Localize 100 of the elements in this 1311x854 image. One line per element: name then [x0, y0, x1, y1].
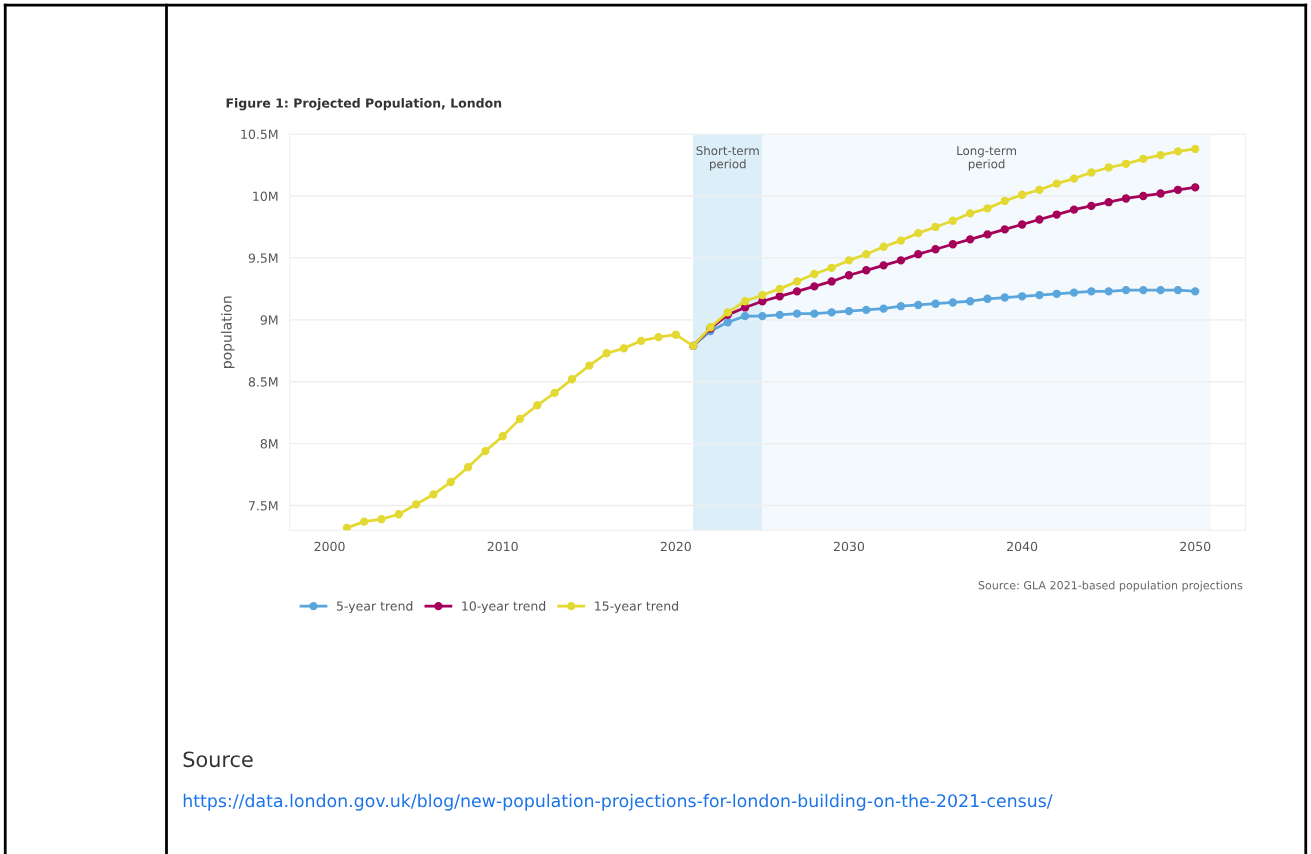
point	[533, 401, 542, 410]
point	[792, 277, 802, 286]
y-tick-label: 9M	[260, 315, 278, 325]
point	[1052, 289, 1061, 298]
point	[810, 282, 819, 291]
point	[1191, 287, 1200, 296]
point	[1000, 196, 1009, 206]
point	[360, 517, 369, 526]
point	[723, 318, 732, 327]
point	[1069, 174, 1079, 183]
point	[792, 309, 802, 318]
point	[1069, 288, 1079, 297]
point	[1104, 287, 1113, 296]
point	[619, 344, 629, 353]
point	[810, 309, 819, 318]
point	[914, 250, 923, 259]
point	[1139, 285, 1148, 295]
chart-title: Figure 1: Projected Population, London	[226, 98, 502, 111]
y-tick-label: 9.5M	[248, 253, 278, 263]
point	[844, 306, 854, 316]
point	[1087, 201, 1096, 211]
point	[1104, 198, 1113, 207]
point	[931, 299, 940, 308]
point	[1052, 179, 1061, 188]
point	[1017, 220, 1027, 229]
point	[1052, 210, 1061, 219]
point	[948, 240, 958, 249]
point	[463, 463, 473, 472]
point	[965, 209, 975, 218]
point	[965, 235, 975, 244]
point	[567, 375, 577, 384]
legend-label: 10-year trend	[462, 601, 546, 614]
point	[1087, 287, 1096, 296]
point	[1017, 190, 1027, 199]
point	[983, 230, 992, 239]
point	[446, 477, 455, 487]
y-tick-label: 7.5M	[248, 501, 278, 511]
point	[1035, 185, 1044, 194]
text: Source	[183, 751, 253, 768]
y-axis-title: population	[221, 296, 235, 368]
point	[948, 216, 958, 225]
point	[914, 300, 923, 310]
point	[1121, 285, 1131, 295]
x-tick-label: 2010	[487, 541, 518, 552]
text: https://data.london.gov.uk/blog/new-population-projections-for-london-building-on-the-2021-census/	[183, 793, 1053, 811]
point	[827, 277, 836, 286]
point	[896, 236, 906, 245]
point	[1139, 154, 1148, 164]
point	[1017, 292, 1027, 301]
point	[827, 308, 836, 317]
band-label: Long-term period	[957, 146, 1017, 171]
y-tick-label: 8.5M	[248, 377, 278, 387]
point	[879, 261, 888, 270]
x-tick-label: 2050	[1180, 541, 1211, 552]
x-tick-label: 2020	[660, 541, 691, 552]
point	[394, 510, 403, 519]
point	[1173, 147, 1183, 156]
point	[1000, 225, 1009, 234]
point	[1121, 194, 1131, 203]
point	[481, 446, 490, 456]
point	[1139, 191, 1148, 201]
point	[862, 305, 871, 315]
point	[1035, 215, 1044, 224]
point	[879, 242, 888, 251]
point	[983, 204, 992, 213]
point	[429, 490, 438, 499]
point	[844, 271, 854, 280]
point	[758, 311, 767, 321]
point	[1173, 185, 1183, 194]
point	[342, 523, 352, 531]
point	[827, 263, 836, 272]
point	[411, 500, 421, 509]
point	[931, 245, 940, 254]
point	[1191, 183, 1200, 192]
point	[775, 292, 784, 301]
point	[879, 304, 888, 313]
point	[810, 269, 819, 279]
point	[775, 310, 784, 320]
point	[550, 388, 559, 398]
x-tick-label: 2000	[314, 541, 345, 552]
point	[862, 266, 871, 275]
point	[862, 250, 871, 259]
point	[1156, 150, 1165, 160]
x-tick-label: 2040	[1007, 541, 1038, 552]
point	[1104, 163, 1113, 172]
point	[844, 256, 854, 265]
y-tick-label: 8M	[260, 439, 278, 449]
point	[948, 298, 958, 307]
point	[965, 297, 975, 306]
point	[1069, 205, 1079, 214]
source-note: Source: GLA 2021-based population projections	[978, 580, 1243, 592]
point	[775, 284, 784, 294]
point	[498, 432, 507, 441]
y-tick-label: 10M	[253, 191, 278, 201]
band-label: Short-term period	[696, 145, 759, 171]
point	[602, 349, 611, 358]
point	[914, 228, 923, 238]
point	[1156, 189, 1165, 198]
point	[585, 361, 594, 370]
point	[740, 297, 750, 306]
